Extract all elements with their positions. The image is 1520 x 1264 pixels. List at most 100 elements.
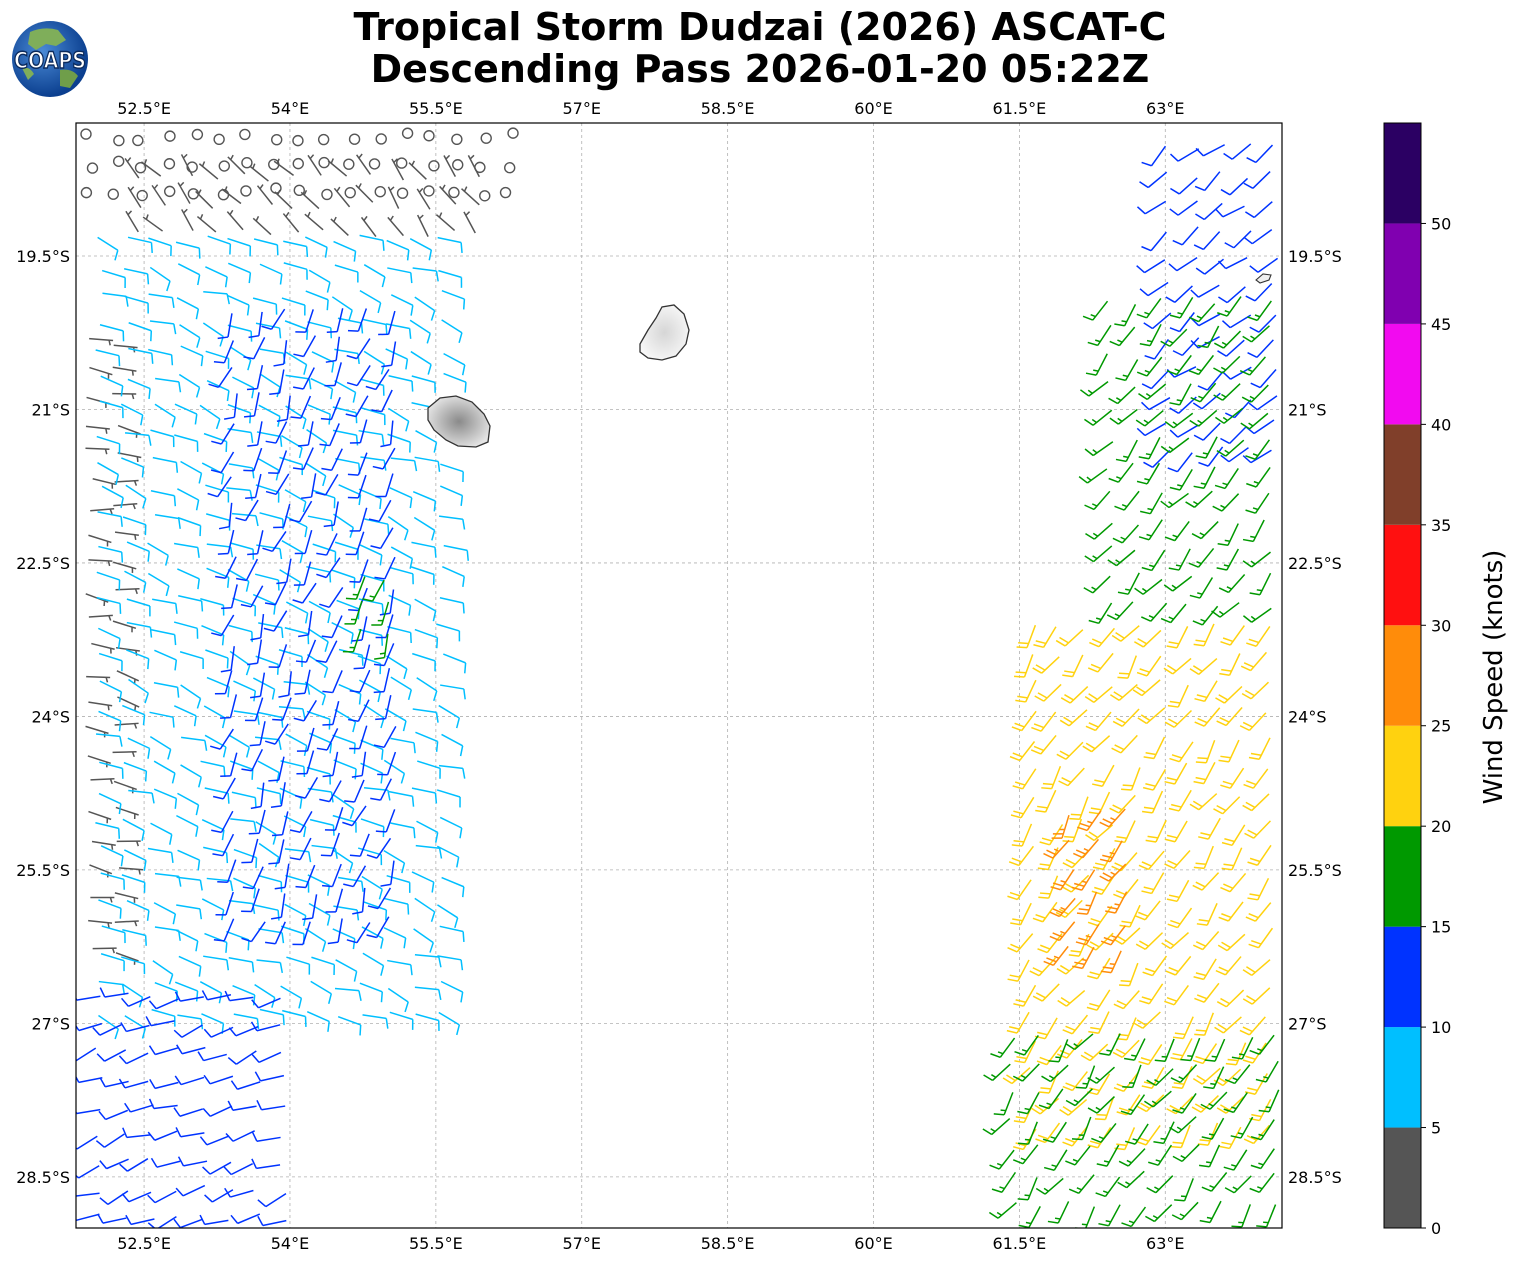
lon-tick-label-bottom: 55.5°E: [409, 1234, 463, 1253]
calm-wind-marker: [292, 134, 304, 147]
calm-wind-marker: [507, 127, 519, 139]
wind-barb: [408, 160, 427, 180]
colorbar-title: Wind Speed (knots): [1479, 550, 1509, 805]
wind-barb: [1167, 684, 1189, 708]
wind-barb: [409, 319, 431, 344]
wind-barb: [334, 987, 362, 1001]
wind-barb: [1165, 285, 1193, 303]
map-gridlines: [76, 123, 1282, 1228]
wind-barb: [270, 893, 286, 920]
wind-barb: [360, 818, 385, 838]
wind-barb: [1085, 824, 1114, 842]
lon-tick-label-top: 58.5°E: [701, 99, 755, 118]
lon-tick-label-bottom: 61.5°E: [993, 1234, 1047, 1253]
wind-barb: [227, 428, 254, 443]
coaps-globe-logo: COAPS: [12, 21, 88, 97]
wind-barb: [375, 473, 394, 498]
wind-barb: [1062, 1014, 1089, 1035]
wind-barb: [1099, 1033, 1121, 1056]
wind-barb: [358, 679, 382, 703]
wind-barb: [1084, 686, 1113, 703]
wind-barb: [1214, 468, 1239, 490]
wind-barb: [176, 814, 199, 837]
wind-barb: [148, 998, 179, 1010]
wind-barb: [227, 1100, 257, 1112]
calm-wind-marker: [86, 162, 99, 174]
wind-barb: [331, 296, 353, 321]
wind-barb: [1163, 575, 1193, 592]
wind-barb: [311, 956, 336, 976]
wind-barb: [1058, 767, 1085, 787]
wind-barb: [122, 516, 147, 536]
wind-barb: [322, 670, 343, 694]
wind-barb: [292, 921, 311, 946]
wind-barb: [1135, 932, 1164, 950]
wind-barb: [101, 269, 126, 288]
wind-barb: [1164, 412, 1194, 429]
wind-barb: [1099, 808, 1126, 828]
wind-barb: [1062, 1071, 1088, 1092]
wind-barb: [289, 500, 313, 523]
wind-barb: [124, 570, 147, 593]
wind-barb: [1167, 907, 1193, 929]
wind-barb: [1223, 143, 1252, 160]
colorbar-tick-label: 25: [1431, 717, 1451, 736]
wind-barb: [1138, 1044, 1163, 1066]
wind-barb: [306, 1011, 330, 1032]
wind-barb: [388, 375, 414, 392]
wind-barb: [296, 727, 315, 752]
wind-barb: [223, 1163, 254, 1176]
wind-barb: [283, 815, 307, 838]
wind-barb: [349, 559, 369, 583]
wind-barb: [1068, 1174, 1095, 1194]
wind-barb: [301, 473, 317, 500]
wind-barb: [201, 898, 225, 921]
wind-barb: [389, 566, 414, 585]
wind-barb: [383, 849, 406, 874]
wind-barb: [1239, 1016, 1266, 1036]
wind-barb: [1190, 284, 1220, 298]
wind-barb: [982, 1117, 1011, 1136]
calm-wind-marker: [504, 162, 516, 174]
calm-wind-marker: [499, 186, 512, 199]
wind-barb: [124, 157, 140, 179]
wind-barb: [437, 904, 459, 929]
wind-barb: [375, 695, 392, 721]
wind-barb: [333, 186, 351, 208]
wind-barb: [243, 392, 260, 418]
wind-barb: [292, 582, 317, 604]
wind-barb: [1193, 958, 1217, 981]
wind-barb: [175, 929, 199, 952]
wind-barb: [177, 181, 191, 204]
wind-barb: [1056, 741, 1084, 760]
wind-barb: [1107, 549, 1136, 567]
calm-wind-marker: [80, 128, 92, 140]
wind-barb: [118, 1078, 149, 1089]
wind-barb: [305, 236, 328, 258]
wind-barb: [1220, 872, 1247, 893]
wind-barb: [1105, 891, 1128, 914]
wind-barb: [1161, 931, 1190, 950]
wind-barb: [1136, 655, 1162, 677]
wind-barb: [148, 348, 174, 366]
wind-barb: [337, 317, 364, 334]
calm-wind-marker: [321, 188, 333, 201]
wind-barb: [236, 558, 259, 582]
lon-tick-label-top: 55.5°E: [409, 99, 463, 118]
wind-barb: [176, 1044, 206, 1055]
figure-title: Tropical Storm Dudzai (2026) ASCAT-C Des…: [0, 6, 1520, 90]
wind-barb: [276, 395, 291, 422]
wind-barb: [152, 598, 178, 614]
wind-barb: [390, 737, 416, 754]
wind-barb: [1142, 768, 1167, 791]
wind-barb: [1014, 1040, 1037, 1064]
wind-barb: [148, 1098, 178, 1110]
wind-barb: [414, 954, 442, 968]
wind-barb: [1117, 1170, 1145, 1189]
wind-barb: [315, 640, 338, 663]
wind-barb: [1143, 449, 1171, 468]
wind-barb: [1111, 734, 1138, 754]
wind-barb: [1094, 1096, 1115, 1121]
wind-barb: [1082, 735, 1111, 753]
wind-barb: [215, 556, 237, 579]
